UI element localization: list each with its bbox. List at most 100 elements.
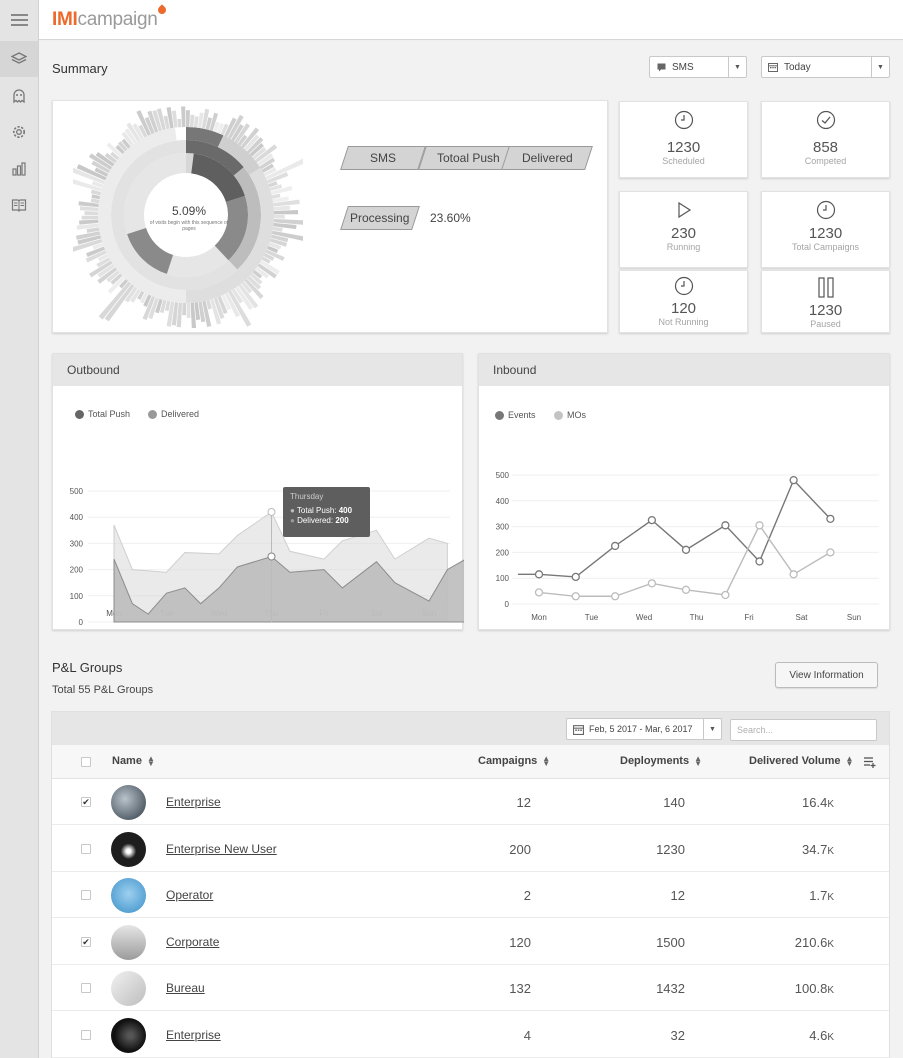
row-checkbox[interactable] [81, 983, 91, 993]
stat-card-scheduled[interactable]: 1230 Scheduled [619, 101, 748, 178]
y-tick-label: 300 [496, 523, 510, 532]
sunburst-segment [156, 108, 166, 131]
sunburst-segment [213, 297, 225, 319]
sunburst-segment [191, 153, 245, 203]
column-deployments[interactable]: Deployments ▲ ▼ [620, 754, 702, 768]
sunburst-segment [90, 198, 100, 204]
sunburst-segment [244, 278, 264, 300]
chevron-down-icon: ▼ [728, 57, 746, 77]
row-checkbox[interactable]: ✔ [81, 797, 91, 807]
search-input[interactable]: Search... [730, 719, 877, 741]
sunburst-segment [124, 286, 138, 303]
layers-icon[interactable] [0, 41, 38, 77]
column-name[interactable]: Name ▲ ▼ [112, 754, 155, 768]
row-checkbox[interactable] [81, 1029, 91, 1040]
bar-chart-icon[interactable] [0, 151, 38, 187]
sunburst-segment [181, 106, 186, 128]
chevron-down-icon: ▼ [871, 57, 889, 77]
check-circle-icon [762, 110, 889, 133]
channel-select[interactable]: SMS ▼ [649, 56, 747, 78]
outbound-title: Outbound [53, 354, 462, 386]
inbound-chart[interactable]: 0 100 200 300 400 500 Mon Tue Wed Thu Fri Sat Sun [479, 386, 891, 631]
sunburst-segment [166, 107, 174, 129]
sunburst-segment [269, 238, 288, 247]
sunburst-segment [152, 110, 163, 132]
x-tick-label: Sun [847, 613, 861, 622]
sunburst-center [145, 174, 227, 256]
sunburst-segment [84, 211, 99, 215]
date-select[interactable]: Today ▼ [761, 56, 890, 78]
sunburst-segment [272, 196, 289, 203]
sunburst-segment [269, 184, 283, 192]
legend-total-push[interactable]: Total Push [75, 409, 130, 419]
book-icon[interactable] [0, 187, 38, 223]
x-tick-label: Sat [795, 613, 808, 622]
sunburst-chart[interactable] [73, 102, 303, 332]
stat-card-not-running[interactable]: 120 Not Running [619, 270, 748, 333]
sunburst-segment [271, 193, 281, 199]
table-row[interactable]: Enterprise New User 200 1230 34.7K [52, 826, 889, 872]
menu-icon[interactable] [0, 2, 38, 38]
group-name-link[interactable]: Corporate [166, 934, 220, 949]
stat-card-competed[interactable]: 858 Competed [761, 101, 890, 178]
breadcrumb-delivered: Delivered [501, 146, 593, 170]
select-all-checkbox[interactable] [81, 757, 91, 767]
data-point [681, 585, 691, 594]
stat-card-paused[interactable]: 1230 Paused [761, 270, 890, 333]
group-name-link[interactable]: Enterprise [166, 1027, 221, 1042]
group-name-link[interactable]: Enterprise New User [166, 841, 277, 856]
table-row[interactable]: ✔ Enterprise 12 140 16.4K [52, 779, 889, 825]
sunburst-segment [249, 143, 264, 157]
group-name-link[interactable]: Bureau [166, 981, 205, 995]
ghost-icon[interactable] [0, 78, 38, 114]
sunburst-segment [257, 263, 277, 279]
sunburst-segment [117, 141, 128, 152]
sunburst-segment [186, 167, 274, 303]
table-row[interactable]: Bureau 132 1432 100.8K [52, 965, 889, 1011]
sunburst-segment [231, 288, 244, 304]
legend-delivered[interactable]: Delivered [148, 409, 199, 419]
sunburst-segment [259, 157, 276, 170]
column-campaigns[interactable]: Campaigns ▲ ▼ [478, 754, 551, 768]
sunburst-segment [136, 110, 151, 136]
table-row[interactable]: Operator 2 12 1.7K [52, 872, 889, 918]
avatar [111, 831, 146, 867]
deployments-value: 12 [670, 888, 685, 903]
stat-card-total-campaigns[interactable]: 1230 Total Campaigns [761, 191, 890, 268]
sunburst-segment [86, 246, 106, 258]
row-checkbox[interactable] [81, 843, 91, 854]
legend-mos[interactable]: MOs [554, 410, 586, 420]
column-settings-icon[interactable] [864, 756, 876, 771]
app-logo[interactable]: IMIcampaign [52, 4, 169, 31]
sunburst-center-value: 5.09% [171, 204, 207, 218]
pause-icon [762, 277, 889, 302]
group-name-link[interactable]: Enterprise [166, 795, 221, 809]
delivered-volume-value: 4.6K [809, 1027, 834, 1043]
x-tick-label: Mon [531, 613, 547, 622]
inbound-title: Inbound [479, 354, 889, 386]
settings-icon[interactable] [0, 114, 38, 150]
legend-events[interactable]: Events [495, 410, 536, 420]
row-checkbox[interactable]: ✔ [81, 936, 91, 947]
main-content: Summary SMS ▼ Today ▼ 5.09% of visits be… [39, 41, 903, 1058]
y-tick-label: 0 [79, 618, 84, 627]
date-range-select[interactable]: Feb, 5 2017 - Mar, 6 2017 ▼ [566, 718, 722, 740]
groups-table: Feb, 5 2017 - Mar, 6 2017 ▼ Search... Na… [51, 711, 890, 1058]
campaigns-value: 120 [509, 934, 531, 950]
group-name-link[interactable]: Operator [166, 888, 214, 902]
column-delivered-volume[interactable]: Delivered Volume ▲ ▼ [749, 754, 854, 768]
view-information-button[interactable]: View Information [775, 662, 878, 688]
sunburst-segment [259, 260, 280, 275]
sunburst-segment [216, 123, 224, 134]
delivered-volume-value: 100.8K [794, 981, 834, 996]
campaigns-value: 2 [523, 888, 531, 903]
table-row[interactable]: ✔ Corporate 120 1500 210.6K [52, 919, 889, 965]
row-checkbox[interactable] [81, 890, 91, 900]
sunburst-segment [193, 116, 199, 128]
sunburst-segment [271, 230, 303, 241]
calendar-icon [762, 62, 784, 72]
sunburst-segment [198, 301, 206, 323]
stat-card-running[interactable]: 230 Running [619, 191, 748, 268]
table-row[interactable]: Enterprise 4 32 4.6K [52, 1012, 889, 1058]
